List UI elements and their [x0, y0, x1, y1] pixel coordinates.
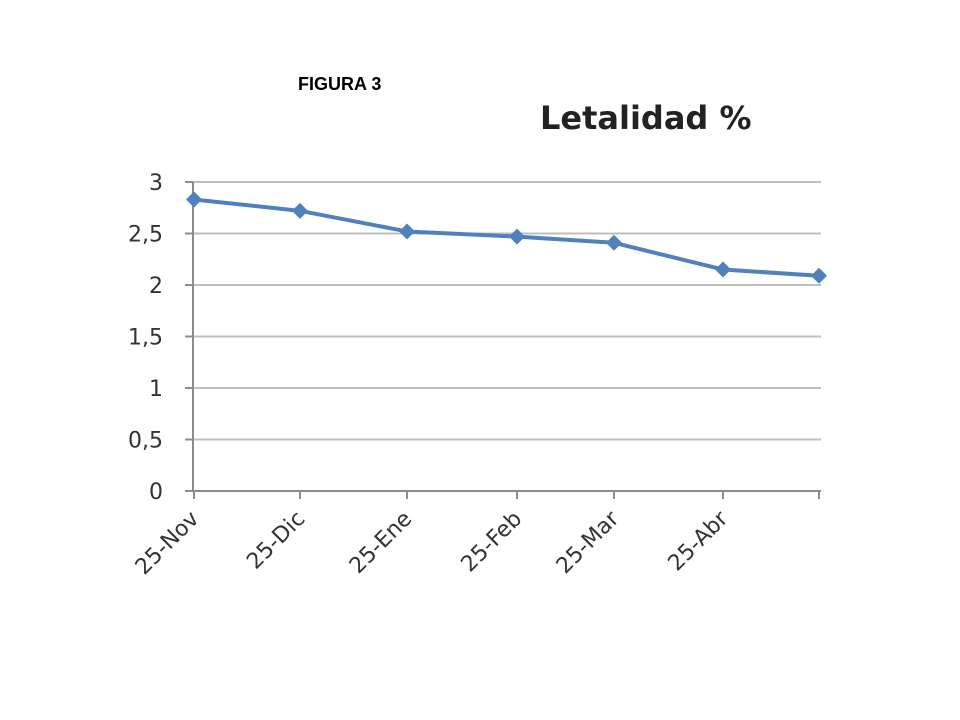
data-point — [606, 234, 622, 251]
y-tick-label: 0 — [149, 480, 163, 505]
y-tick-label: 2 — [149, 274, 163, 299]
x-tick-label: 25-Mar — [552, 506, 625, 579]
y-tick-label: 0,5 — [128, 429, 163, 454]
y-tick-label: 1,5 — [128, 326, 163, 351]
x-tick-label: 25-Abr — [664, 506, 734, 576]
x-tick-label: 25-Feb — [457, 507, 528, 578]
grid-layer — [193, 181, 821, 441]
chart-title: Letalidad % — [540, 99, 752, 137]
x-tick-label: 25-Ene — [345, 507, 417, 579]
data-point — [292, 202, 308, 219]
data-point — [509, 228, 525, 245]
data-point — [715, 261, 731, 278]
y-tick-label: 2,5 — [128, 223, 163, 248]
x-tick-label: 25-Dic — [242, 507, 310, 575]
x-tick-label: 25-Nov — [131, 507, 204, 580]
data-point — [811, 267, 827, 284]
y-tick-label: 3 — [149, 171, 163, 196]
axis-layer — [185, 181, 821, 499]
series-layer — [186, 191, 827, 284]
data-point — [399, 223, 415, 240]
y-tick-label: 1 — [149, 377, 163, 402]
data-point — [186, 191, 202, 208]
figure-label: FIGURA 3 — [298, 74, 382, 94]
